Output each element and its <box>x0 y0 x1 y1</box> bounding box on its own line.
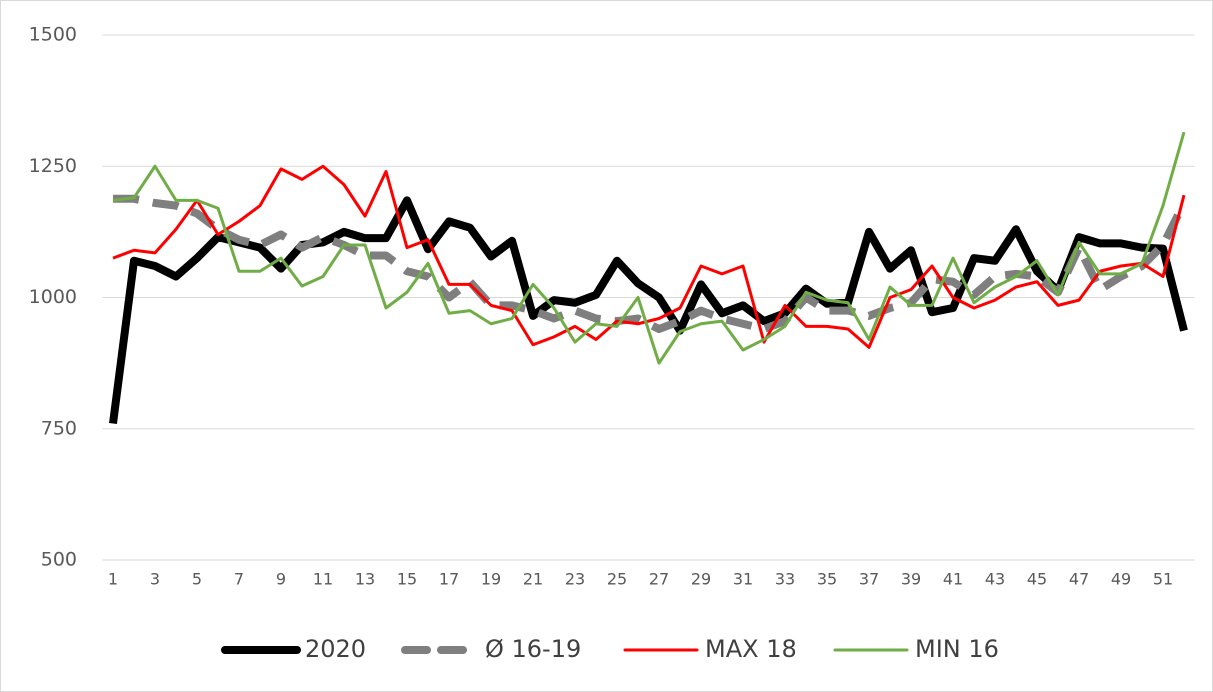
y-tick-label: 1000 <box>29 286 77 308</box>
x-tick-label: 5 <box>192 570 202 589</box>
x-tick-label: 1 <box>108 570 118 589</box>
x-tick-label: 11 <box>313 570 333 589</box>
x-tick-label: 7 <box>234 570 244 589</box>
x-tick-label: 31 <box>733 570 753 589</box>
x-tick-label: 35 <box>817 570 837 589</box>
x-tick-label: 21 <box>523 570 543 589</box>
x-tick-label: 19 <box>481 570 501 589</box>
x-tick-label: 3 <box>150 570 160 589</box>
x-tick-label: 47 <box>1069 570 1089 589</box>
legend-label: 2020 <box>305 635 366 663</box>
y-tick-label: 1500 <box>29 24 77 46</box>
x-tick-label: 39 <box>901 570 921 589</box>
x-tick-label: 9 <box>276 570 286 589</box>
legend-label: Ø 16-19 <box>485 635 581 663</box>
series-line <box>112 131 1186 365</box>
y-tick-label: 1250 <box>29 155 77 177</box>
y-tick-label: 750 <box>41 417 77 439</box>
series-line <box>112 164 1186 349</box>
x-tick-label: 27 <box>649 570 669 589</box>
x-tick-label: 43 <box>985 570 1005 589</box>
x-tick-label: 41 <box>943 570 963 589</box>
y-tick-label: 500 <box>41 549 77 571</box>
x-tick-label: 15 <box>397 570 417 589</box>
x-tick-label: 23 <box>565 570 585 589</box>
x-tick-label: 45 <box>1027 570 1047 589</box>
x-tick-label: 33 <box>775 570 795 589</box>
legend-label: MIN 16 <box>915 635 999 663</box>
series-line <box>113 194 1188 333</box>
x-tick-label: 29 <box>691 570 711 589</box>
legend-label: MAX 18 <box>705 635 797 663</box>
series-line <box>109 196 1188 425</box>
x-tick-label: 37 <box>859 570 879 589</box>
x-tick-label: 51 <box>1153 570 1173 589</box>
x-tick-label: 49 <box>1111 570 1131 589</box>
x-tick-label: 25 <box>607 570 627 589</box>
x-tick-label: 13 <box>355 570 375 589</box>
x-tick-label: 17 <box>439 570 459 589</box>
